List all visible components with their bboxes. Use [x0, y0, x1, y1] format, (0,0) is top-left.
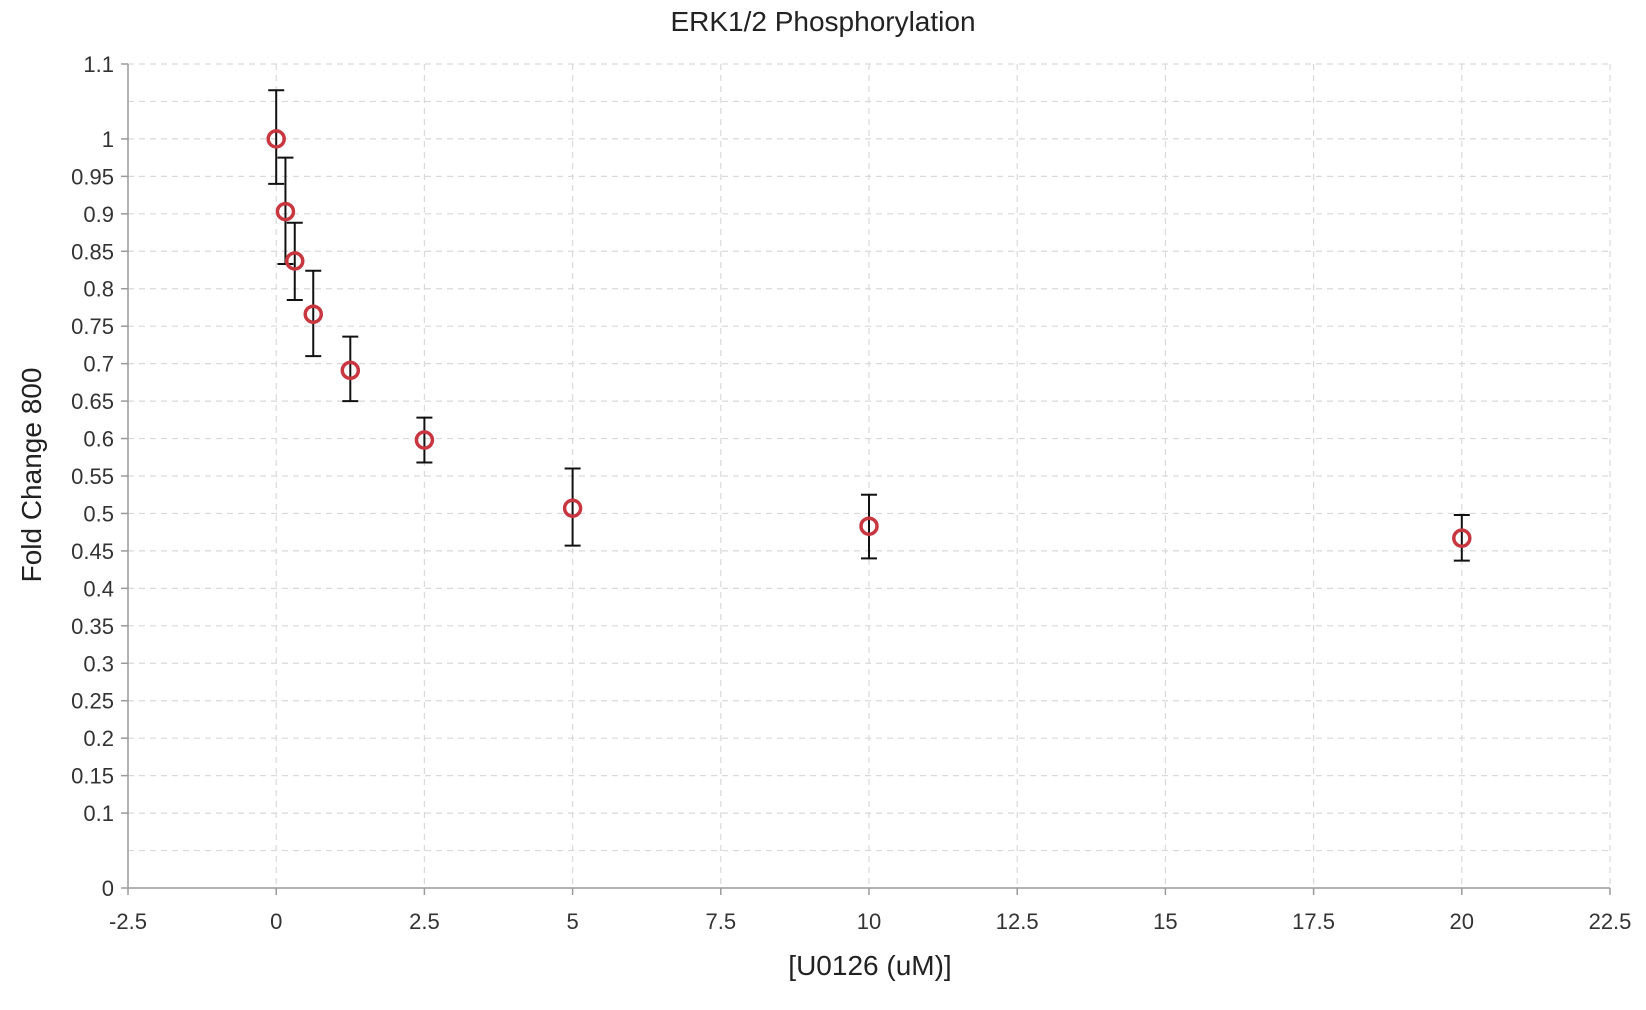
error-bars — [268, 89, 1470, 562]
data-point — [1452, 528, 1472, 548]
x-tick-label: 22.5 — [1589, 909, 1632, 934]
y-tick-label: 0.95 — [71, 164, 114, 189]
y-tick-label: 0.65 — [71, 389, 114, 414]
x-tick-label: 12.5 — [996, 909, 1039, 934]
y-tick-label: 0.25 — [71, 689, 114, 714]
chart-title: ERK1/2 Phosphorylation — [670, 6, 976, 37]
data-point — [562, 498, 583, 518]
x-tick-label: 17.5 — [1292, 909, 1335, 934]
y-tick-label: 0.6 — [83, 427, 114, 452]
y-tick-label: 0.2 — [83, 726, 114, 751]
error-bar — [277, 156, 294, 266]
y-tick-label: 0.35 — [71, 614, 114, 639]
y-tick-label: 0.1 — [83, 801, 114, 826]
axes — [121, 63, 1611, 895]
x-tick-label: 20 — [1450, 909, 1474, 934]
y-tick-label: 0.15 — [71, 764, 114, 789]
error-bar — [416, 416, 433, 464]
x-tick-label: 2.5 — [409, 909, 440, 934]
x-tick-label: 0 — [270, 909, 282, 934]
x-tick-label: 5 — [566, 909, 578, 934]
y-tick-label: 0.45 — [71, 539, 114, 564]
y-tick-label: 0.5 — [83, 501, 114, 526]
y-tick-label: 0 — [102, 876, 114, 901]
data-point — [285, 251, 305, 271]
data-point — [340, 360, 361, 381]
y-tick-label: 0.4 — [83, 576, 114, 601]
data-points — [266, 129, 1472, 548]
error-bar — [861, 493, 877, 560]
y-tick-label: 0.8 — [83, 277, 114, 302]
error-bar — [268, 89, 285, 185]
x-axis-label: [U0126 (uM)] — [788, 950, 952, 981]
y-tick-label: 1 — [102, 127, 114, 152]
data-point — [266, 129, 286, 149]
y-tick-label: 0.7 — [83, 352, 114, 377]
data-point — [275, 201, 296, 222]
y-tick-label: 0.75 — [71, 314, 114, 339]
y-tick-label: 0.85 — [71, 239, 114, 264]
x-tick-label: 7.5 — [706, 909, 737, 934]
y-tick-label: 0.55 — [71, 464, 114, 489]
x-tick-label: 15 — [1153, 909, 1177, 934]
error-bar — [564, 467, 581, 547]
y-tick-label: 0.3 — [83, 651, 114, 676]
error-bar — [1453, 513, 1470, 562]
y-tick-label: 0.9 — [83, 202, 114, 227]
x-tick-label: 10 — [857, 909, 881, 934]
y-tick-label: 1.1 — [83, 52, 114, 77]
data-point — [414, 430, 435, 450]
data-point — [303, 304, 323, 324]
error-bar — [305, 269, 322, 358]
grid-lines — [128, 63, 1611, 888]
x-tick-label: -2.5 — [109, 909, 147, 934]
error-bar — [342, 335, 359, 403]
data-point — [859, 516, 879, 536]
tick-labels: -2.5 0 2.5 5 7.5 10 12.5 15 17.5 20 22.5 0 0.1 0.15 0.… — [71, 52, 1631, 934]
error-bar — [286, 221, 303, 301]
